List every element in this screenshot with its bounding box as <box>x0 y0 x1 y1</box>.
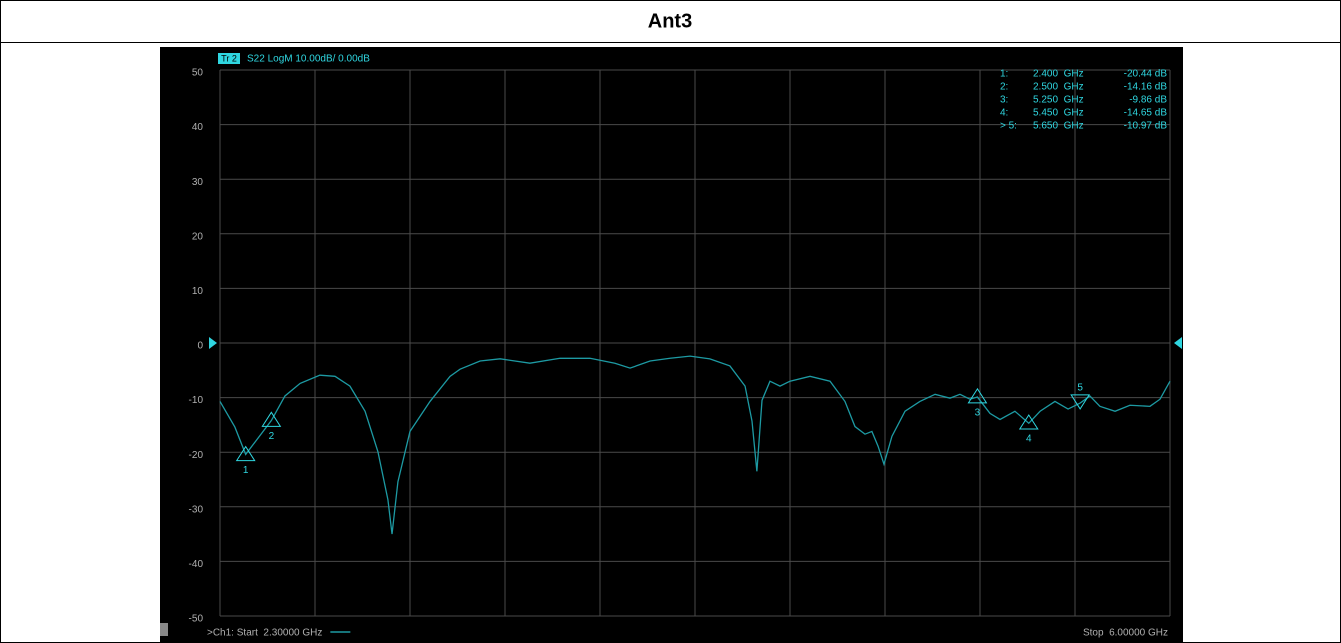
marker-index: 1: <box>1000 69 1008 80</box>
marker-number: 5 <box>1077 383 1083 394</box>
marker-triangle <box>967 387 988 404</box>
marker-triangle <box>1070 394 1091 410</box>
chart-title: Ant3 <box>648 10 692 32</box>
y-tick-label: -20 <box>189 450 204 461</box>
trace-line <box>219 355 1171 535</box>
y-tick-label: -50 <box>189 614 204 625</box>
y-tick-label: 0 <box>197 341 203 352</box>
marker-frequency: 5.650 GHz <box>1033 121 1084 132</box>
trace-badge: Tr 2 <box>221 53 237 63</box>
marker-index: 4: <box>1000 108 1008 119</box>
status-box <box>160 623 168 636</box>
y-tick-label: -10 <box>189 395 204 406</box>
marker-index: 2: <box>1000 82 1008 93</box>
marker-triangle <box>235 445 256 462</box>
marker-triangle <box>1018 414 1039 430</box>
trace-badge-box <box>218 53 240 64</box>
y-tick-label: 10 <box>192 286 204 297</box>
marker-triangle <box>261 411 282 427</box>
marker-index: > 5: <box>1000 121 1017 132</box>
trace-info: S22 LogM 10.00dB/ 0.00dB <box>247 54 370 65</box>
reference-marker <box>209 337 217 349</box>
stop-label: Stop 6.00000 GHz <box>1083 628 1168 639</box>
marker-value: -20.44 dB <box>1124 69 1168 80</box>
marker-frequency: 5.450 GHz <box>1033 108 1084 119</box>
marker-frequency: 2.500 GHz <box>1033 82 1084 93</box>
marker-frequency: 2.400 GHz <box>1033 69 1084 80</box>
marker-number: 2 <box>269 431 275 442</box>
y-tick-label: 30 <box>192 177 204 188</box>
marker-value: -10.97 dB <box>1124 121 1168 132</box>
start-label: >Ch1: Start 2.30000 GHz <box>207 628 322 639</box>
y-tick-label: -30 <box>189 504 204 515</box>
marker-value: -14.65 dB <box>1124 108 1168 119</box>
marker-number: 4 <box>1026 434 1032 445</box>
y-tick-label: 40 <box>192 122 204 133</box>
y-tick-label: 50 <box>192 68 204 79</box>
plot-screen <box>160 47 1183 643</box>
marker-number: 1 <box>243 465 249 476</box>
y-tick-label: 20 <box>192 231 204 242</box>
y-tick-label: -40 <box>189 559 204 570</box>
marker-frequency: 5.250 GHz <box>1033 95 1084 106</box>
marker-value: -14.16 dB <box>1124 82 1168 93</box>
marker-index: 3: <box>1000 95 1008 106</box>
marker-value: -9.86 dB <box>1129 95 1167 106</box>
marker-number: 3 <box>975 407 981 418</box>
reference-marker <box>1174 337 1182 349</box>
